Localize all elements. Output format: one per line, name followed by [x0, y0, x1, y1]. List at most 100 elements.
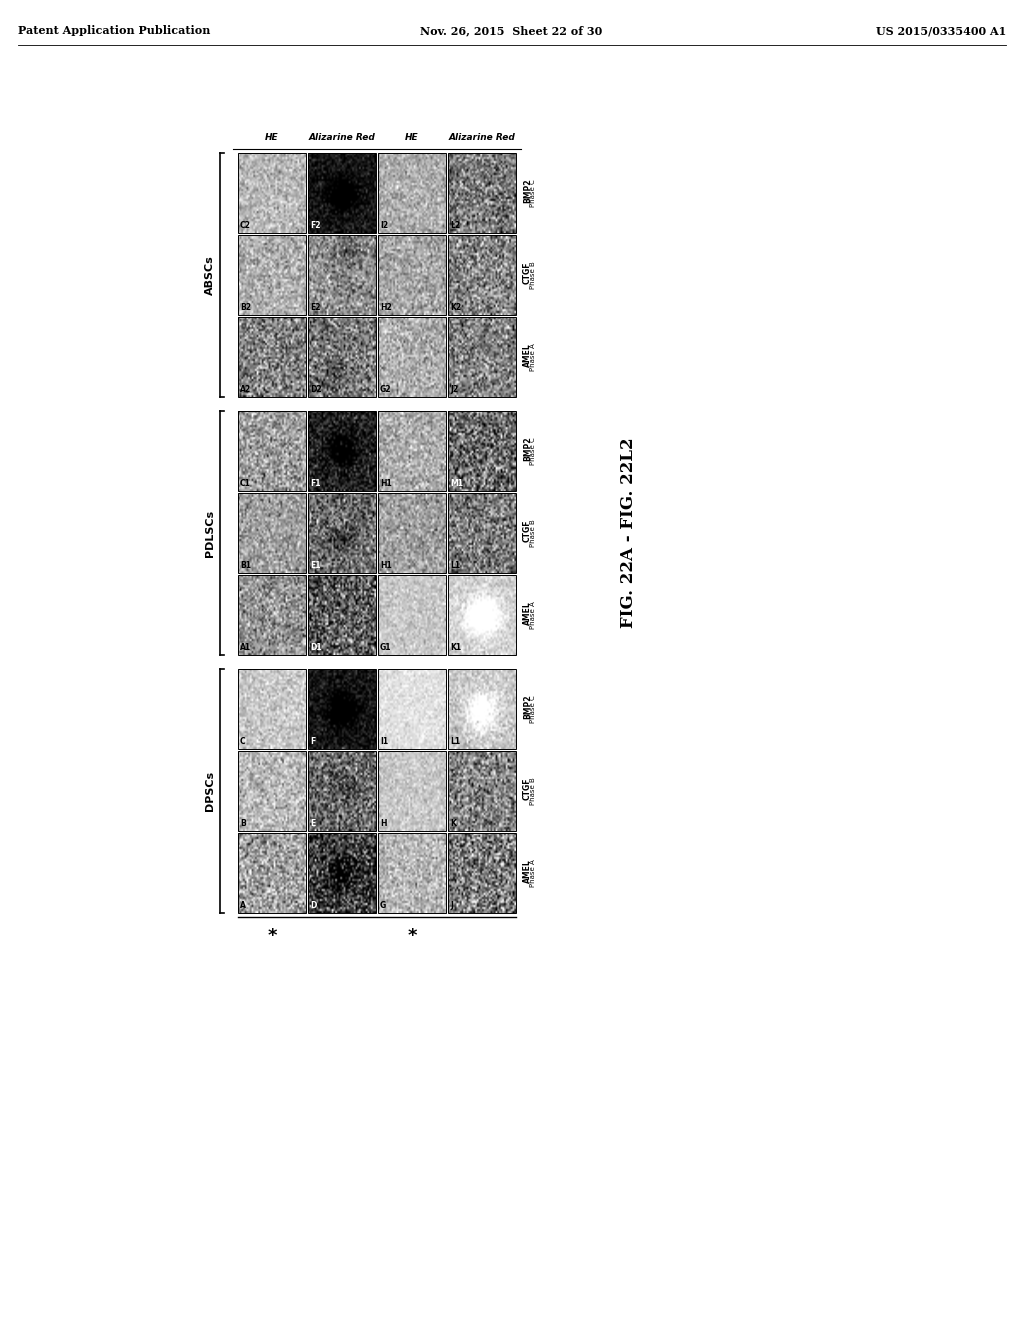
Text: US 2015/0335400 A1: US 2015/0335400 A1	[876, 25, 1006, 36]
Text: J: J	[450, 902, 453, 909]
Text: HE: HE	[406, 133, 419, 143]
Text: D: D	[310, 902, 316, 909]
Text: F1: F1	[310, 479, 321, 488]
Text: A: A	[240, 902, 246, 909]
Text: CTGF: CTGF	[523, 520, 532, 543]
Text: Nov. 26, 2015  Sheet 22 of 30: Nov. 26, 2015 Sheet 22 of 30	[420, 25, 602, 36]
Text: K1: K1	[450, 643, 461, 652]
Text: H: H	[380, 818, 386, 828]
Text: L2: L2	[450, 220, 460, 230]
Text: Phase B: Phase B	[530, 261, 536, 289]
Bar	[238, 751, 306, 832]
Bar	[308, 833, 376, 913]
Text: BMP2: BMP2	[523, 437, 532, 461]
Bar	[378, 751, 446, 832]
Text: Phase C: Phase C	[530, 696, 536, 723]
Bar	[378, 833, 446, 913]
Bar	[308, 492, 376, 573]
Text: B: B	[240, 818, 246, 828]
Bar	[308, 669, 376, 748]
Text: CTGF: CTGF	[523, 261, 532, 284]
Text: D1: D1	[310, 643, 322, 652]
Text: L1: L1	[450, 737, 460, 746]
Text: G1: G1	[380, 643, 391, 652]
Text: Phase C: Phase C	[530, 437, 536, 465]
Text: B2: B2	[240, 304, 251, 312]
Text: AMEL: AMEL	[523, 343, 532, 367]
Bar	[378, 669, 446, 748]
Bar	[378, 317, 446, 397]
Text: K: K	[450, 818, 456, 828]
Text: L1: L1	[450, 561, 460, 570]
Text: AMEL: AMEL	[523, 859, 532, 883]
Text: C1: C1	[240, 479, 251, 488]
Text: DPSCs: DPSCs	[205, 771, 215, 810]
Bar	[238, 411, 306, 491]
Bar	[449, 235, 516, 315]
Bar	[378, 492, 446, 573]
Bar	[449, 153, 516, 234]
Text: CTGF: CTGF	[523, 777, 532, 800]
Text: AMEL: AMEL	[523, 601, 532, 624]
Text: Alizarine Red: Alizarine Red	[449, 133, 515, 143]
Text: H2: H2	[380, 304, 392, 312]
Bar	[238, 576, 306, 655]
Bar	[238, 669, 306, 748]
Text: I1: I1	[380, 737, 388, 746]
Bar	[449, 669, 516, 748]
Text: E2: E2	[310, 304, 321, 312]
Bar	[378, 235, 446, 315]
Bar	[238, 317, 306, 397]
Bar	[378, 411, 446, 491]
Text: M1: M1	[450, 479, 463, 488]
Text: B1: B1	[240, 561, 251, 570]
Bar	[308, 317, 376, 397]
Bar	[308, 235, 376, 315]
Text: Patent Application Publication: Patent Application Publication	[18, 25, 210, 36]
Text: F2: F2	[310, 220, 321, 230]
Text: Phase A: Phase A	[530, 859, 536, 887]
Text: G: G	[380, 902, 386, 909]
Text: A1: A1	[240, 643, 251, 652]
Bar	[238, 833, 306, 913]
Text: A2: A2	[240, 385, 251, 393]
Text: FIG. 22A - FIG. 22L2: FIG. 22A - FIG. 22L2	[620, 438, 637, 628]
Text: C2: C2	[240, 220, 251, 230]
Bar	[449, 492, 516, 573]
Text: HE: HE	[265, 133, 279, 143]
Text: K2: K2	[450, 304, 461, 312]
Bar	[449, 833, 516, 913]
Bar	[308, 153, 376, 234]
Text: *: *	[267, 927, 276, 945]
Text: Phase B: Phase B	[530, 519, 536, 546]
Bar	[308, 576, 376, 655]
Text: Phase B: Phase B	[530, 777, 536, 805]
Bar	[238, 492, 306, 573]
Text: H1: H1	[380, 561, 392, 570]
Text: Phase C: Phase C	[530, 180, 536, 207]
Bar	[308, 411, 376, 491]
Bar	[378, 576, 446, 655]
Text: BMP2: BMP2	[523, 694, 532, 719]
Bar	[449, 317, 516, 397]
Bar	[378, 153, 446, 234]
Text: E1: E1	[310, 561, 321, 570]
Text: H1: H1	[380, 479, 392, 488]
Text: ABSCs: ABSCs	[205, 255, 215, 294]
Text: *: *	[408, 927, 417, 945]
Text: Phase A: Phase A	[530, 601, 536, 628]
Bar	[449, 576, 516, 655]
Text: Phase A: Phase A	[530, 343, 536, 371]
Bar	[238, 153, 306, 234]
Text: F: F	[310, 737, 315, 746]
Text: PDLSCs: PDLSCs	[205, 510, 215, 557]
Text: D2: D2	[310, 385, 322, 393]
Text: J2: J2	[450, 385, 458, 393]
Bar	[449, 751, 516, 832]
Bar	[238, 235, 306, 315]
Bar	[449, 411, 516, 491]
Text: BMP2: BMP2	[523, 178, 532, 203]
Text: I2: I2	[380, 220, 388, 230]
Text: C: C	[240, 737, 246, 746]
Text: G2: G2	[380, 385, 391, 393]
